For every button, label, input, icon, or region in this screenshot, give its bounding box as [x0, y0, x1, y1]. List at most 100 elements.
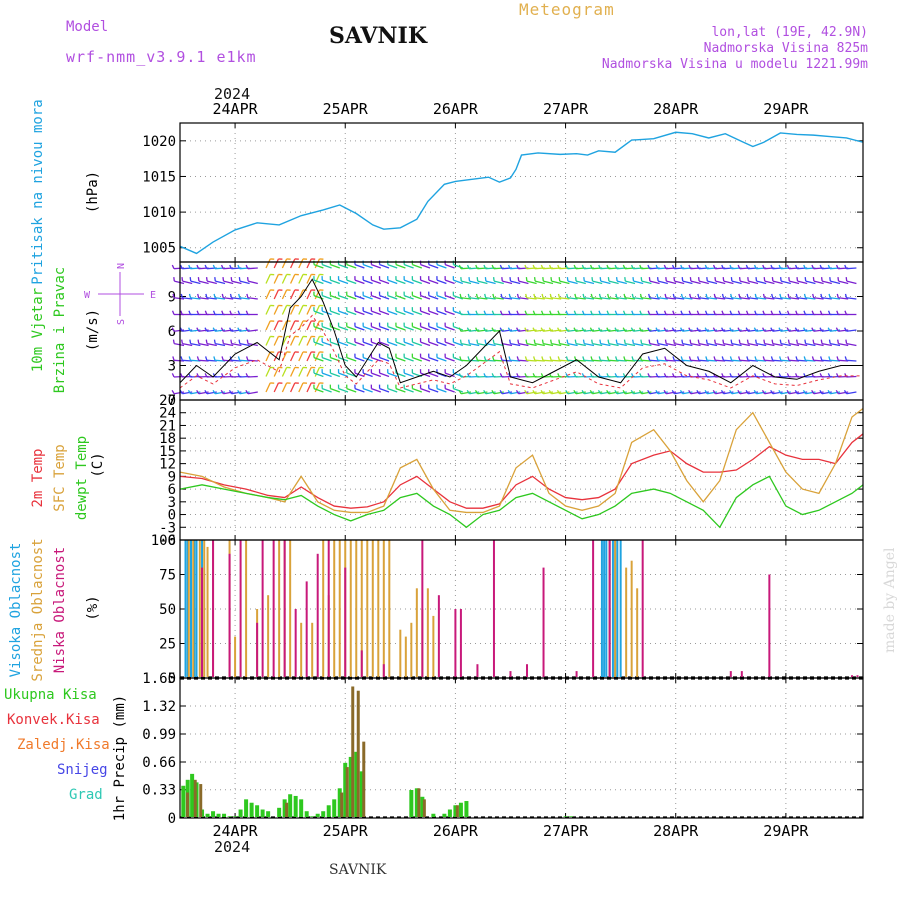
y-tick-label: 18 [159, 431, 176, 447]
wind-barb [518, 391, 529, 395]
wind-barb [412, 263, 423, 269]
wind-barb [698, 391, 709, 395]
wind-barb-tick [491, 389, 495, 395]
wind-barb [182, 280, 193, 285]
x-tick-label-bottom: 28APR [653, 822, 699, 840]
wind-barb-tick [189, 277, 192, 282]
wind-barb [239, 342, 250, 347]
wind-barb [387, 372, 398, 378]
wind-barb [715, 280, 726, 285]
wind-barb [338, 310, 349, 316]
wind-barb-tick [540, 373, 544, 378]
wind-barb-tick [220, 327, 224, 332]
wind-barb [371, 387, 382, 393]
wind-barb-tick [606, 327, 610, 332]
wind-barb-tick [237, 310, 241, 315]
y-tick-label: 6 [168, 482, 176, 498]
wind-barb-tick [197, 293, 200, 298]
wind-barb [314, 258, 321, 269]
wind-barb-tick [622, 389, 626, 395]
cloud-bar [201, 567, 204, 677]
wind-barb [846, 329, 857, 332]
wind-barb-tick [704, 373, 708, 378]
wind-barb-tick [746, 339, 749, 344]
y-tick-label: 9 [168, 290, 176, 306]
wind-barb-tick [680, 264, 684, 269]
wind-barb [239, 280, 250, 285]
wind-barb [298, 274, 304, 284]
wind-barb-tick [179, 389, 183, 395]
wind-barb [748, 342, 759, 347]
wind-barb-tick [599, 277, 602, 282]
wind-barb [813, 297, 824, 300]
wind-barb-tick [220, 373, 224, 378]
wind-barb-tick [639, 264, 643, 269]
wind-barb [625, 391, 636, 395]
wind-barb [444, 387, 455, 393]
wind-barb [715, 297, 726, 300]
wind-barb-tick [819, 264, 823, 269]
cloud-bar [740, 671, 743, 677]
wind-barb [281, 367, 288, 377]
wind-barb [510, 391, 521, 395]
wind-barb [436, 263, 447, 269]
wind-barb-tick [663, 327, 667, 332]
wind-barb [838, 342, 849, 347]
wind-barb-tick [458, 327, 462, 332]
wind-barb-tick [844, 310, 848, 315]
wind-barb [788, 297, 800, 300]
y-tick-label: 3 [168, 495, 176, 511]
wind-barb-tick [671, 373, 675, 378]
cloud-bar [190, 540, 193, 677]
wind-barb-tick [753, 373, 757, 378]
wind-barb [403, 341, 414, 347]
wind-barb [412, 310, 423, 316]
wind-barb [330, 294, 341, 300]
wind-barb [559, 391, 570, 395]
wind-barb [403, 325, 414, 331]
wind-barb [354, 387, 365, 393]
wind-barb-tick [230, 277, 233, 282]
wind-barb [206, 391, 217, 395]
wind-barb-tick [492, 277, 495, 282]
wind-barb-tick [615, 356, 618, 361]
wind-barb [461, 342, 472, 347]
wind-barb [707, 342, 718, 347]
wind-barb-tick [598, 293, 602, 298]
wind-barb-tick [737, 327, 741, 332]
compass-w: W [84, 290, 91, 301]
wind-barb-tick [664, 356, 667, 361]
wind-barb [313, 341, 324, 347]
wind-barb [543, 342, 554, 347]
wind-barb [346, 263, 357, 269]
wind-barb-tick [787, 356, 790, 361]
wind-barb [321, 356, 332, 362]
wind-barb-tick [606, 264, 610, 269]
y-tick-label: 6 [168, 324, 176, 340]
wind-barb-tick [812, 277, 815, 282]
wind-barb-tick [171, 310, 175, 315]
wind-barb [559, 297, 570, 300]
wind-barb-tick [583, 277, 585, 282]
cloud-bar [278, 540, 281, 677]
wind-barb-tick [499, 373, 503, 378]
wind-barb-tick [647, 373, 651, 378]
wind-barb [846, 375, 857, 378]
wind-barb-tick [648, 339, 651, 344]
wind-barb-tick [762, 310, 766, 315]
wind-barb [625, 280, 636, 285]
wind-barb-tick [467, 310, 470, 315]
wind-barb-tick [501, 277, 503, 282]
wind-barb [633, 391, 644, 395]
wind-barb [379, 372, 390, 378]
wind-barb-tick [753, 264, 757, 269]
precip-total-bar [458, 802, 463, 817]
year-bottom: 2024 [214, 838, 251, 856]
wind-barb-tick [549, 293, 552, 298]
precip-conv-bar [356, 690, 360, 817]
wind-barb [444, 294, 455, 300]
wind-barb-tick [804, 277, 807, 282]
wind-barb [231, 391, 242, 395]
wind-barb-tick [483, 373, 487, 378]
wind-barb-tick [828, 339, 831, 344]
